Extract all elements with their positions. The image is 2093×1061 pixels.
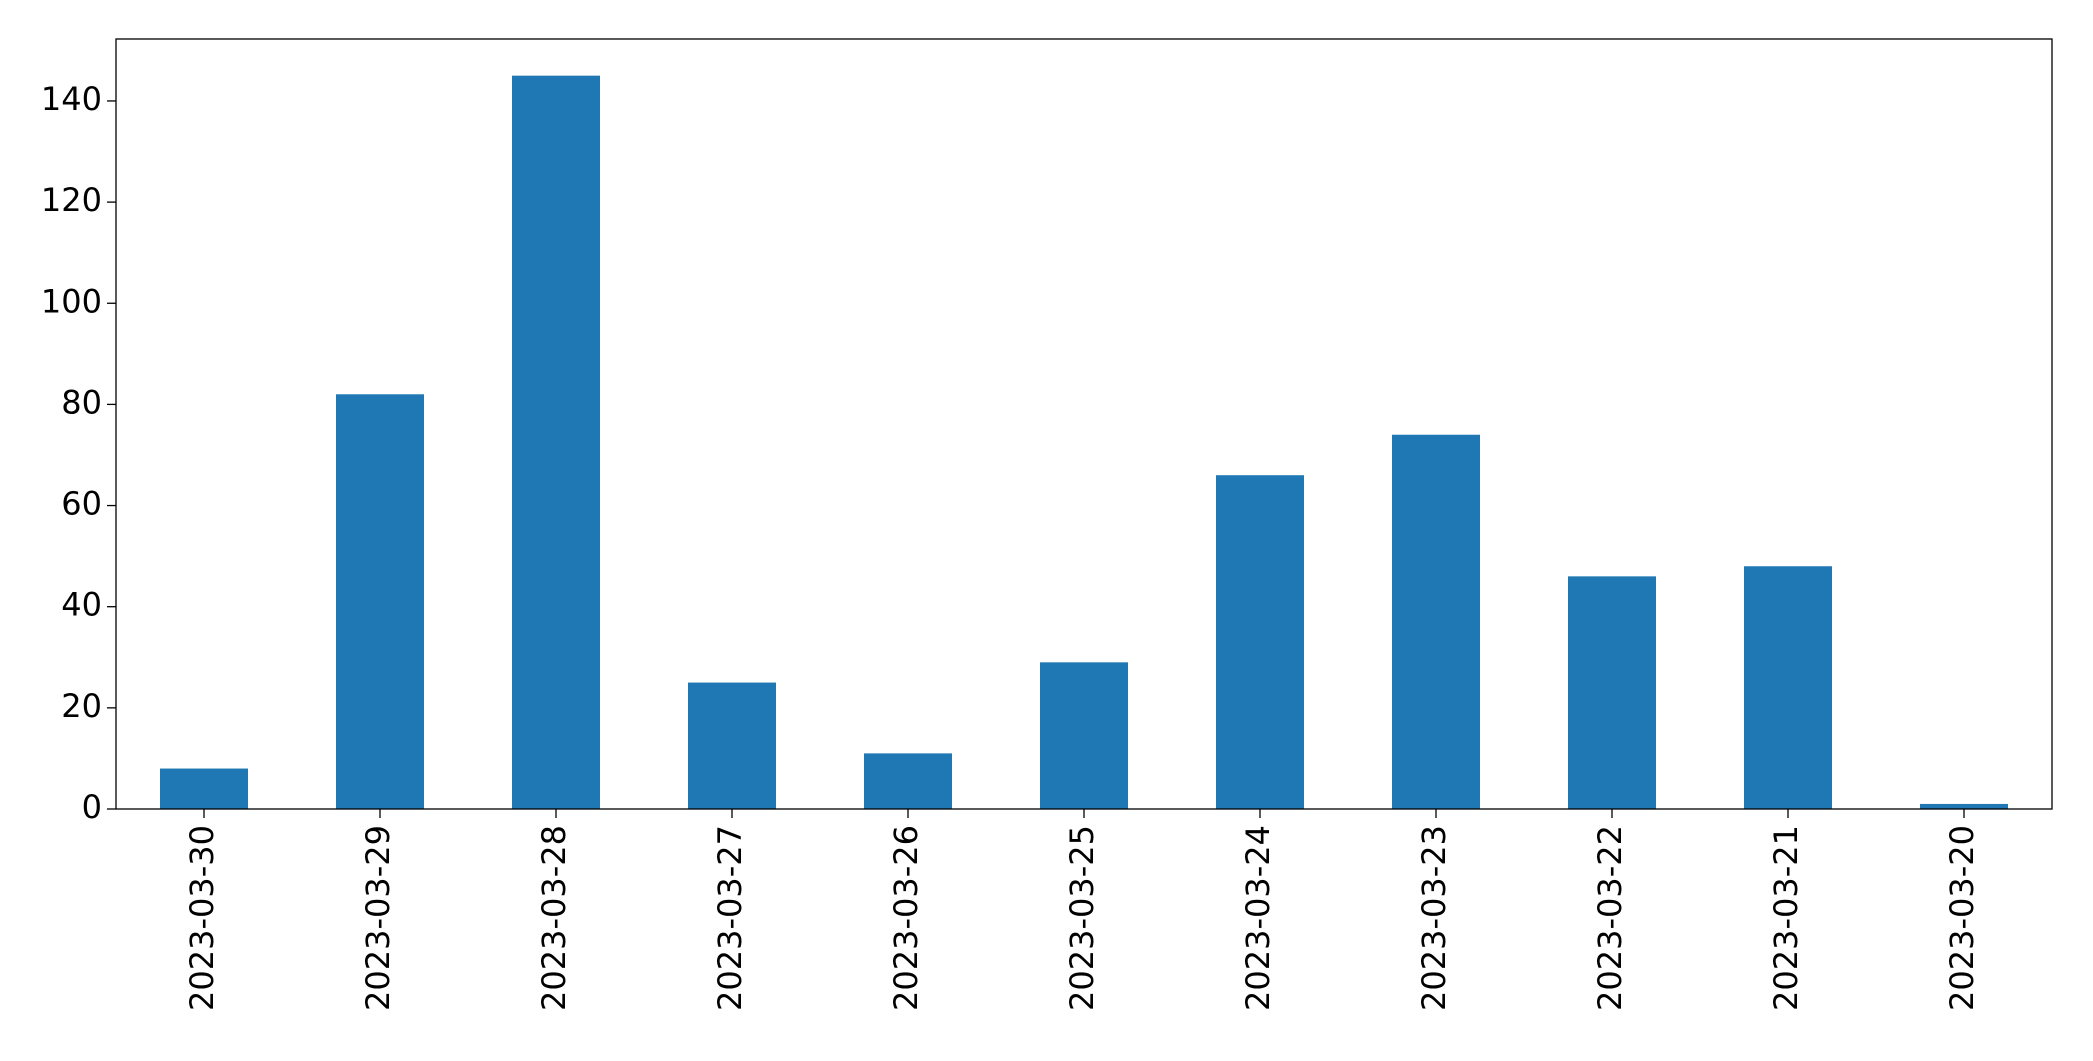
y-tick-label: 40 xyxy=(61,586,102,624)
x-tick-label: 2023-03-24 xyxy=(1239,825,1277,1011)
plot-frame xyxy=(115,38,2053,810)
bar xyxy=(1568,576,1656,809)
bar xyxy=(1392,434,1480,809)
bar xyxy=(336,394,424,809)
x-tick-label: 2023-03-25 xyxy=(1063,825,1101,1011)
x-tick-label: 2023-03-23 xyxy=(1415,825,1453,1011)
x-tick-label: 2023-03-30 xyxy=(183,825,221,1011)
x-tick-label: 2023-03-29 xyxy=(359,825,397,1011)
y-tick-label: 60 xyxy=(61,485,102,523)
bar xyxy=(864,753,952,809)
x-tick-label: 2023-03-27 xyxy=(711,825,749,1011)
bar xyxy=(1920,803,2008,809)
bar xyxy=(1216,475,1304,809)
bar xyxy=(1040,662,1128,809)
bar xyxy=(1744,566,1832,809)
y-tick-label: 120 xyxy=(41,181,102,219)
bar xyxy=(160,768,248,809)
bar xyxy=(512,75,600,809)
x-tick-label: 2023-03-28 xyxy=(535,825,573,1011)
x-tick-label: 2023-03-22 xyxy=(1591,825,1629,1011)
y-tick-label: 140 xyxy=(41,80,102,118)
y-tick-label: 80 xyxy=(61,383,102,421)
bar xyxy=(688,682,776,809)
x-tick-label: 2023-03-26 xyxy=(887,825,925,1011)
y-tick-label: 20 xyxy=(61,687,102,725)
x-tick-label: 2023-03-21 xyxy=(1767,825,1805,1011)
y-tick-label: 0 xyxy=(82,788,102,826)
y-tick-label: 100 xyxy=(41,282,102,320)
x-tick-label: 2023-03-20 xyxy=(1943,825,1981,1011)
